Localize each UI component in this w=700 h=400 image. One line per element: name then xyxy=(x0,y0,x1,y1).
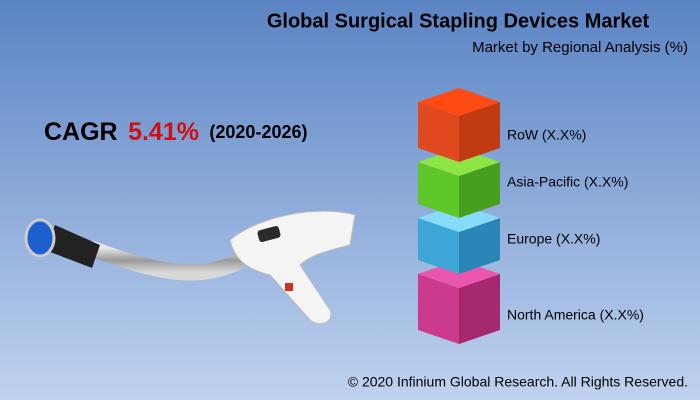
head xyxy=(24,218,56,258)
block-right-face xyxy=(459,274,500,344)
cagr-label: CAGR xyxy=(44,118,118,146)
block-right-face xyxy=(459,102,500,162)
segment-block xyxy=(418,88,500,162)
segment-label: North America (X.X%) xyxy=(507,307,644,323)
cagr-value: 5.41% xyxy=(128,118,199,146)
block-left-face xyxy=(418,274,459,344)
subtitle: Market by Regional Analysis (%) xyxy=(472,39,688,56)
cagr-period: (2020-2026) xyxy=(209,122,307,142)
stapler-illustration xyxy=(24,210,356,325)
block-left-face xyxy=(418,162,459,218)
segment-label: Europe (X.X%) xyxy=(507,231,600,247)
anvil xyxy=(45,225,100,268)
shaft xyxy=(87,240,250,281)
block-right-face xyxy=(459,218,500,274)
trigger xyxy=(285,283,293,291)
block-left-face xyxy=(418,218,459,274)
title: Global Surgical Stapling Devices Market xyxy=(267,10,650,32)
segment-label: Asia-Pacific (X.X%) xyxy=(507,174,628,190)
display xyxy=(257,226,281,242)
cagr: CAGR 5.41% (2020-2026) xyxy=(44,118,307,146)
footer: © 2020 Infinium Global Research. All Rig… xyxy=(348,374,688,390)
cube-stack xyxy=(418,88,500,344)
block-left-face xyxy=(418,102,459,162)
block-right-face xyxy=(459,162,500,218)
block-top-face xyxy=(418,88,500,116)
segment-label: RoW (X.X%) xyxy=(507,127,586,143)
